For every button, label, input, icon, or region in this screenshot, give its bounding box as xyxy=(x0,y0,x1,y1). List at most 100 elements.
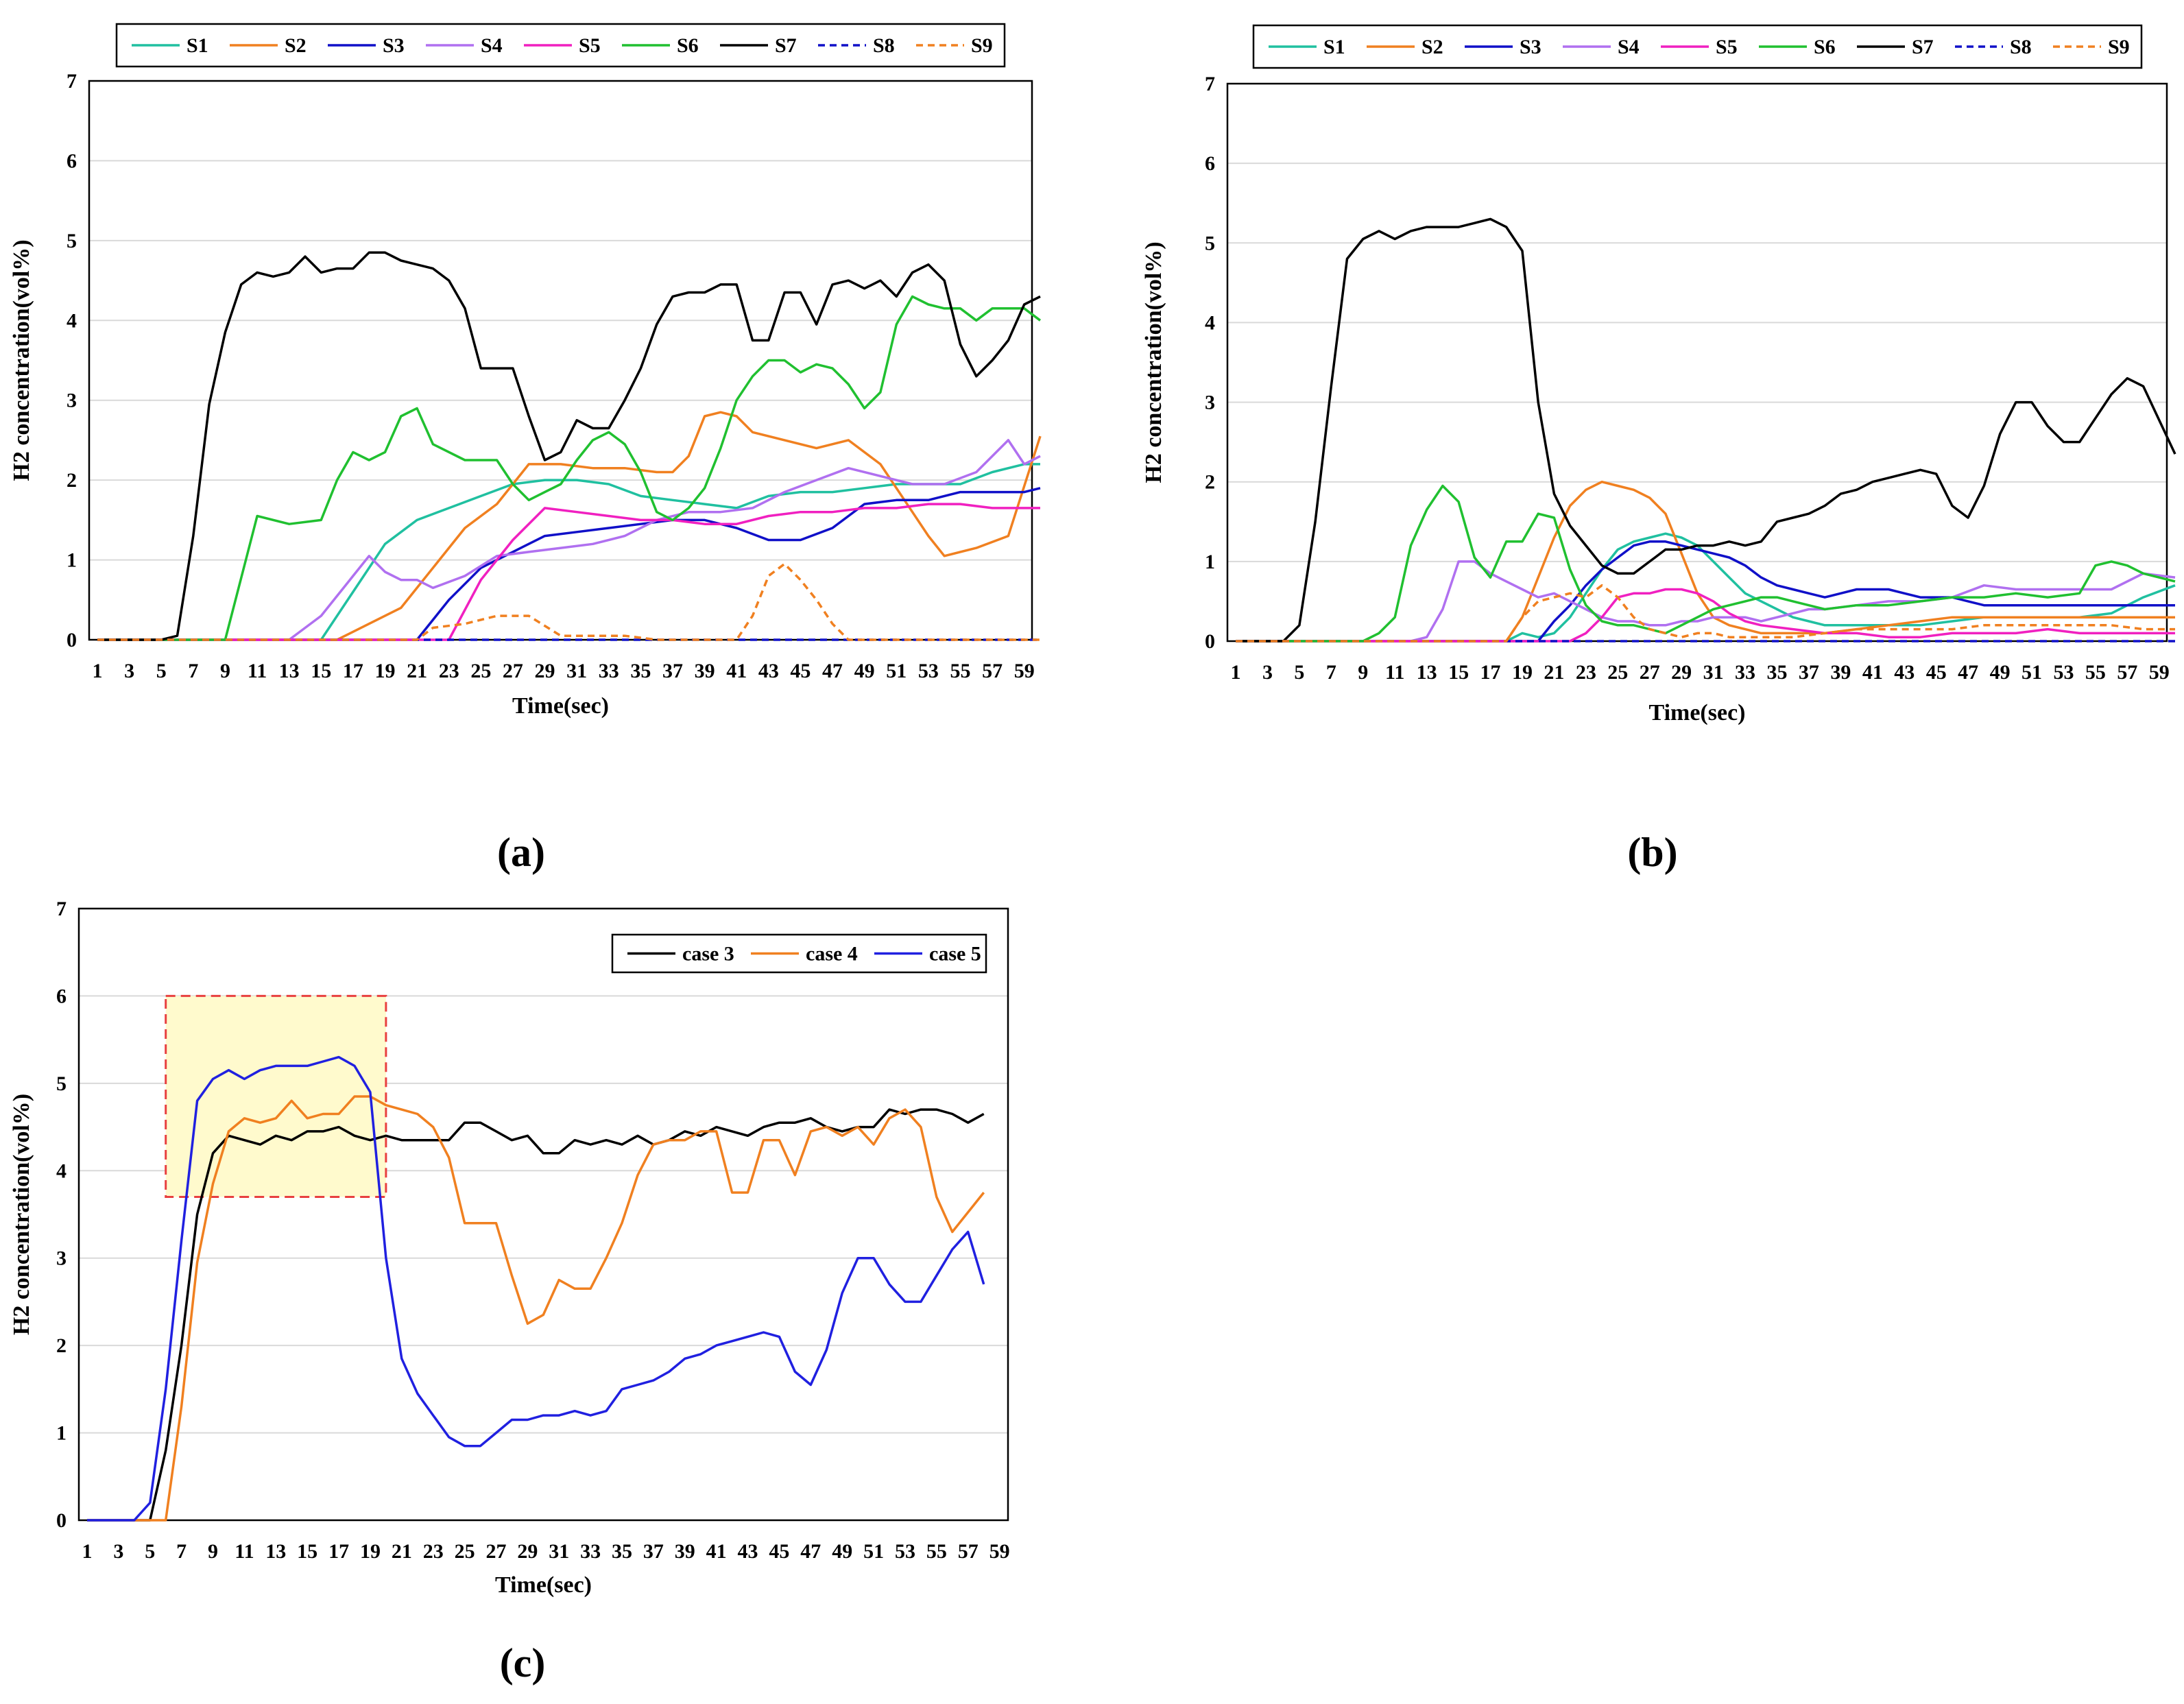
x-tick-label: 33 xyxy=(1735,661,1755,684)
x-tick-label: 53 xyxy=(2053,661,2074,684)
y-tick-label: 1 xyxy=(56,1422,67,1445)
legend-label: S8 xyxy=(2010,36,2032,58)
x-tick-label: 27 xyxy=(503,660,523,682)
x-tick-label: 21 xyxy=(407,660,427,682)
legend-label: S8 xyxy=(873,34,895,57)
x-tick-label: 15 xyxy=(1448,661,1469,684)
x-tick-label: 37 xyxy=(643,1540,664,1563)
x-axis-label: Time(sec) xyxy=(512,693,609,719)
y-tick-label: 2 xyxy=(56,1334,67,1357)
x-tick-label: 37 xyxy=(662,660,683,682)
x-tick-label: 31 xyxy=(1703,661,1724,684)
y-tick-label: 4 xyxy=(67,309,77,332)
x-axis-label: Time(sec) xyxy=(1649,700,1746,725)
x-axis-label: Time(sec) xyxy=(495,1572,592,1598)
x-tick-label: 29 xyxy=(535,660,555,682)
series-line-s7 xyxy=(1236,219,2175,641)
legend-label: S1 xyxy=(1323,36,1345,58)
y-tick-label: 7 xyxy=(1205,73,1215,95)
legend-label: S2 xyxy=(285,34,307,57)
x-tick-label: 45 xyxy=(790,660,811,682)
x-tick-label: 11 xyxy=(248,660,267,682)
x-tick-label: 25 xyxy=(470,660,491,682)
x-tick-label: 15 xyxy=(297,1540,317,1563)
legend-label: S5 xyxy=(1716,36,1738,58)
x-tick-label: 31 xyxy=(566,660,587,682)
x-tick-label: 29 xyxy=(1671,661,1692,684)
x-tick-label: 27 xyxy=(485,1540,506,1563)
x-tick-label: 1 xyxy=(93,660,103,682)
x-tick-label: 23 xyxy=(439,660,459,682)
x-tick-label: 59 xyxy=(2149,661,2170,684)
legend-label: S5 xyxy=(579,34,601,57)
x-tick-label: 33 xyxy=(580,1540,601,1563)
x-tick-label: 13 xyxy=(279,660,300,682)
x-tick-label: 5 xyxy=(1294,661,1304,684)
series-line-s4 xyxy=(1236,562,2175,641)
x-tick-label: 47 xyxy=(1958,661,1978,684)
y-tick-label: 6 xyxy=(1205,152,1215,175)
x-tick-label: 25 xyxy=(1607,661,1628,684)
chart-c: 012345671 3 5 7 9 11 13 15 17 19 21 23 25 27 29 31 33 35 3… xyxy=(9,898,1010,1685)
x-tick-label: 47 xyxy=(800,1540,821,1563)
x-tick-label: 59 xyxy=(989,1540,1010,1563)
x-tick-label: 21 xyxy=(392,1540,412,1563)
x-tick-label: 43 xyxy=(738,1540,758,1563)
y-tick-label: 0 xyxy=(67,629,77,651)
x-tick-label: 43 xyxy=(1894,661,1915,684)
legend-label: S2 xyxy=(1421,36,1443,58)
y-axis-label: H2 concentration(vol%) xyxy=(9,1094,34,1335)
legend-label: S7 xyxy=(775,34,797,57)
y-tick-label: 4 xyxy=(56,1160,67,1182)
x-tick-label: 7 xyxy=(188,660,198,682)
y-tick-label: 0 xyxy=(1205,630,1215,653)
panel-label: (b) xyxy=(1627,830,1677,875)
x-tick-label: 9 xyxy=(220,660,230,682)
x-tick-label: 27 xyxy=(1640,661,1660,684)
legend-label: S6 xyxy=(677,34,699,57)
plot-area-frame xyxy=(89,81,1032,640)
x-tick-label: 11 xyxy=(1385,661,1404,684)
x-tick-label: 1 xyxy=(82,1540,93,1563)
x-tick-label: 17 xyxy=(328,1540,349,1563)
x-tick-label: 53 xyxy=(895,1540,915,1563)
x-tick-label: 41 xyxy=(726,660,747,682)
x-tick-label: 39 xyxy=(695,660,715,682)
series-line-s7 xyxy=(97,252,1040,640)
x-tick-label: 55 xyxy=(950,660,970,682)
legend-label: S9 xyxy=(2108,36,2130,58)
x-tick-label: 7 xyxy=(1326,661,1336,684)
legend-label: S6 xyxy=(1814,36,1836,58)
x-tick-label: 3 xyxy=(124,660,134,682)
x-tick-label: 21 xyxy=(1544,661,1564,684)
x-tick-label: 49 xyxy=(832,1540,852,1563)
y-tick-label: 6 xyxy=(56,985,67,1007)
x-tick-label: 9 xyxy=(208,1540,218,1563)
x-tick-label: 5 xyxy=(145,1540,155,1563)
x-tick-label: 23 xyxy=(1576,661,1596,684)
x-tick-label: 13 xyxy=(1417,661,1437,684)
legend-label: case 3 xyxy=(682,943,734,965)
x-tick-label: 49 xyxy=(1990,661,2011,684)
x-tick-label: 35 xyxy=(1766,661,1787,684)
y-tick-label: 6 xyxy=(67,149,77,172)
series-line-s2 xyxy=(97,412,1040,640)
y-tick-label: 0 xyxy=(56,1509,67,1532)
x-tick-label: 39 xyxy=(1830,661,1851,684)
y-axis-label: H2 concentration(vol%) xyxy=(9,239,34,481)
x-tick-label: 9 xyxy=(1358,661,1368,684)
x-tick-label: 17 xyxy=(343,660,363,682)
legend-label: S4 xyxy=(1618,36,1640,58)
x-tick-label: 53 xyxy=(918,660,939,682)
y-tick-label: 7 xyxy=(67,70,77,93)
y-tick-label: 4 xyxy=(1205,311,1215,334)
legend-label: S3 xyxy=(383,34,405,57)
series-line-s5 xyxy=(97,504,1040,640)
x-tick-label: 13 xyxy=(265,1540,286,1563)
y-tick-label: 2 xyxy=(67,469,77,492)
x-tick-label: 39 xyxy=(675,1540,695,1563)
x-tick-label: 35 xyxy=(630,660,651,682)
x-tick-label: 41 xyxy=(706,1540,727,1563)
x-tick-label: 29 xyxy=(517,1540,538,1563)
